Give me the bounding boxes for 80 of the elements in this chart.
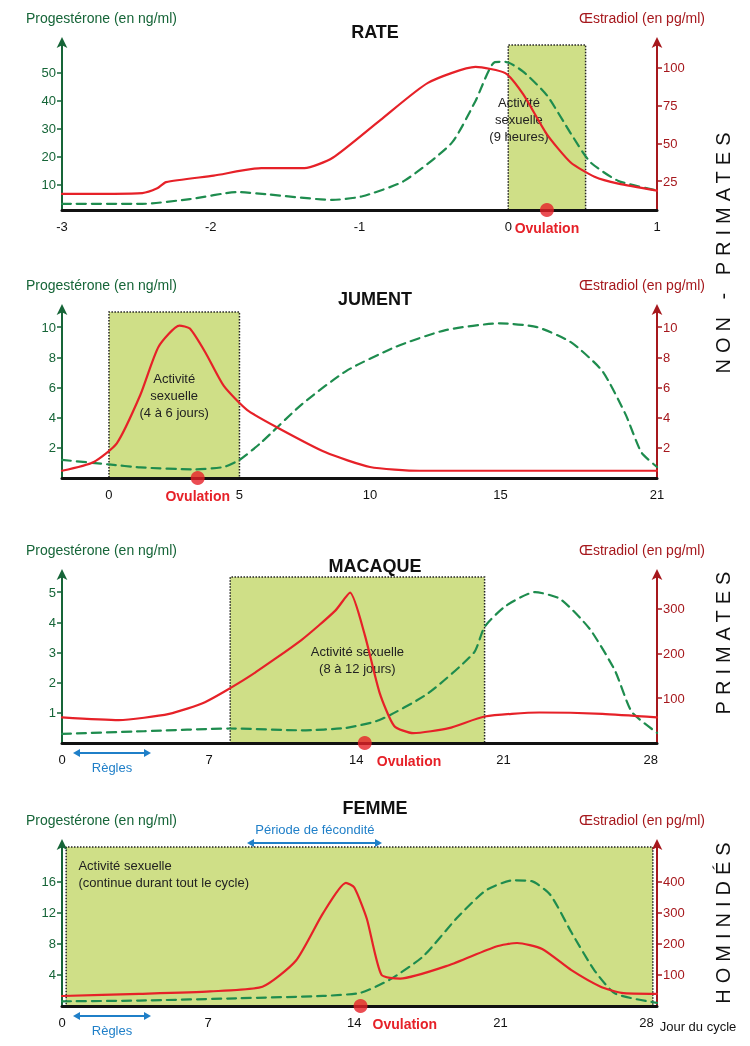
x-tick-label: -3 [56, 219, 68, 234]
y-tick-label: 40 [41, 93, 56, 109]
x-tick-label: -2 [204, 219, 217, 234]
y-tick-label: 4 [48, 614, 56, 630]
x-tick-label: 28 [643, 752, 658, 767]
annotation: Ovulation [372, 1016, 438, 1032]
y2-tick-label: 8 [663, 349, 671, 365]
x-tick-label: 0 [58, 752, 66, 767]
y-tick-label: 10 [41, 319, 56, 335]
y-tick-label: 4 [48, 410, 56, 426]
x-tick-label: 15 [493, 487, 508, 502]
x-tick-label: 0 [105, 487, 113, 502]
y2-tick-label: 75 [663, 98, 678, 114]
y-tick-label: 2 [48, 675, 56, 691]
y2-tick-label: 100 [663, 60, 685, 76]
y-axis-title: Progestérone (en ng/ml) [26, 10, 177, 26]
y-axis-title: Progestérone (en ng/ml) [26, 812, 177, 828]
text: PRIMATES [712, 565, 735, 715]
y-tick-label: 6 [48, 379, 56, 395]
band-label: Activité sexuelle (4 à 6 jours) [139, 370, 209, 420]
y2-tick-label: 6 [663, 379, 671, 395]
y2-axis-title: Œstradiol (en pg/ml) [578, 812, 705, 828]
y-tick-label: 5 [48, 584, 56, 600]
x-tick-label: 21 [649, 487, 665, 502]
y-tick-label: 16 [41, 874, 56, 890]
y2-axis-title: Œstradiol (en pg/ml) [578, 277, 705, 293]
y2-tick-label: 400 [663, 873, 685, 889]
x-tick-label: 1 [653, 219, 661, 234]
y-tick-label: 4 [48, 967, 56, 983]
x-tick-label: 14 [349, 752, 364, 767]
annotation: Ovulation [376, 753, 442, 769]
y-tick-label: 8 [48, 936, 56, 952]
x-tick-label: 14 [347, 1015, 362, 1030]
text: Règles [91, 760, 133, 775]
y-tick-label: 10 [41, 177, 56, 193]
y-tick-label: 3 [48, 644, 56, 660]
y2-axis-title: Œstradiol (en pg/ml) [578, 542, 705, 558]
chart-title: FEMME [342, 798, 408, 818]
y-tick-label: 12 [41, 905, 56, 921]
y2-tick-label: 200 [663, 645, 685, 661]
x-tick-label: 7 [205, 752, 213, 767]
y2-tick-label: 200 [663, 936, 685, 952]
annotation: Ovulation [514, 220, 580, 236]
y-tick-label: 30 [41, 121, 56, 137]
y2-tick-label: 100 [663, 690, 685, 706]
x-tick-label: 0 [58, 1015, 66, 1030]
text: HOMINIDÉS [712, 836, 735, 1004]
y2-tick-label: 2 [663, 440, 671, 456]
y2-tick-label: 300 [663, 600, 685, 616]
y2-tick-label: 10 [663, 319, 678, 335]
x-tick-label: 7 [204, 1015, 212, 1030]
y-tick-label: 1 [48, 705, 56, 721]
annotation: Ovulation [165, 488, 230, 504]
y-axis-title: Progestérone (en ng/ml) [26, 542, 177, 558]
y2-tick-label: 100 [663, 967, 685, 983]
y-tick-label: 20 [41, 149, 56, 165]
x-axis-title: Jour du cycle [659, 1019, 737, 1034]
chart-title: RATE [351, 22, 399, 42]
y-tick-label: 2 [48, 440, 56, 456]
x-tick-label: 21 [493, 1015, 508, 1030]
y2-tick-label: 4 [663, 410, 671, 426]
y-tick-label: 50 [41, 65, 56, 81]
y2-tick-label: 50 [663, 135, 678, 151]
x-tick-label: 0 [504, 219, 512, 234]
y2-tick-label: 300 [663, 904, 685, 920]
text: Période de fécondité [255, 822, 375, 837]
text: Règles [91, 1023, 133, 1038]
x-tick-label: -1 [353, 219, 366, 234]
chart-title: JUMENT [337, 289, 413, 309]
y2-tick-label: 25 [663, 173, 678, 189]
chart-title: MACAQUE [328, 556, 422, 576]
text: NON - PRIMATES [712, 126, 735, 374]
x-tick-label: 10 [362, 487, 378, 502]
y2-axis-title: Œstradiol (en pg/ml) [578, 10, 705, 26]
band-label: Activité sexuelle (continue durant tout le cycle) [78, 858, 249, 891]
y-tick-label: 8 [48, 349, 56, 365]
x-tick-label: 5 [235, 487, 244, 502]
x-tick-label: 28 [639, 1015, 654, 1030]
x-tick-label: 21 [496, 752, 511, 767]
y-axis-title: Progestérone (en ng/ml) [26, 277, 177, 293]
